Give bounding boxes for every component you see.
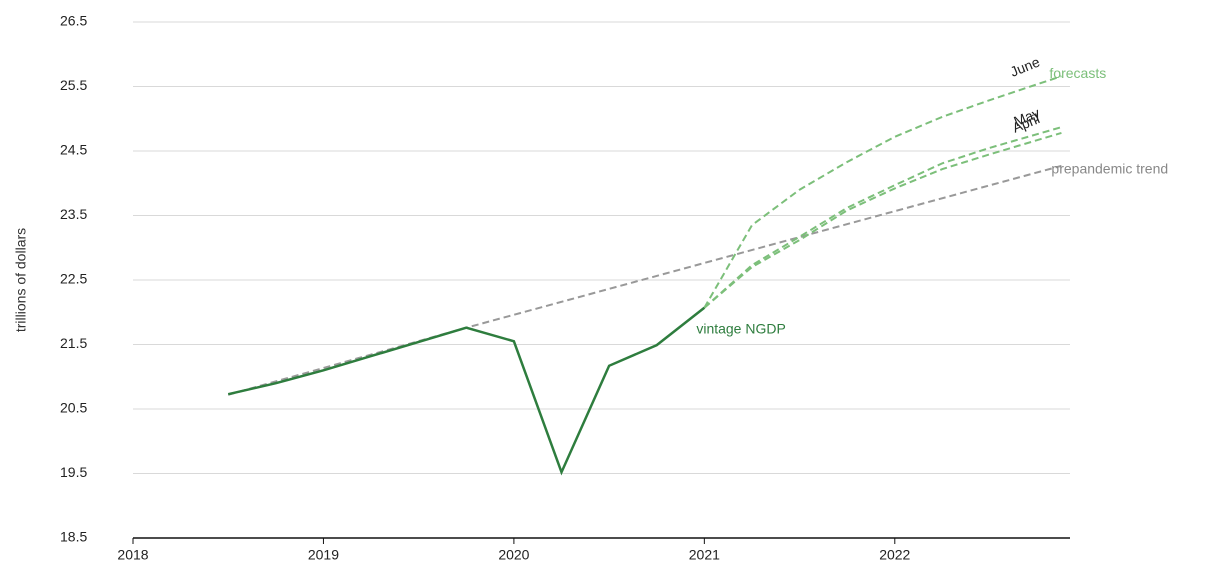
x-tick-label: 2021 [689, 547, 720, 563]
y-tick-label: 19.5 [60, 464, 87, 480]
series-label: prepandemic trend [1051, 161, 1168, 177]
x-tick-label: 2019 [308, 547, 339, 563]
line [703, 75, 1062, 309]
y-tick-label: 21.5 [60, 335, 87, 351]
y-tick-label: 24.5 [60, 142, 87, 158]
y-tick-label: 25.5 [60, 77, 87, 93]
x-tick-label: 2020 [498, 547, 529, 563]
x-tick-label: 2022 [879, 547, 910, 563]
y-tick-label: 23.5 [60, 206, 87, 222]
annotation: forecasts [1049, 65, 1106, 81]
y-tick-label: 26.5 [60, 13, 87, 29]
series-label: vintage NGDP [696, 320, 785, 336]
line [703, 131, 1062, 309]
y-axis-label: trillions of dollars [13, 228, 29, 332]
x-tick-label: 2018 [117, 547, 148, 563]
line [227, 306, 706, 476]
line [703, 126, 1062, 309]
series-label: June [1008, 53, 1042, 79]
y-tick-label: 18.5 [60, 529, 87, 545]
y-tick-label: 22.5 [60, 271, 87, 287]
y-tick-label: 20.5 [60, 400, 87, 416]
